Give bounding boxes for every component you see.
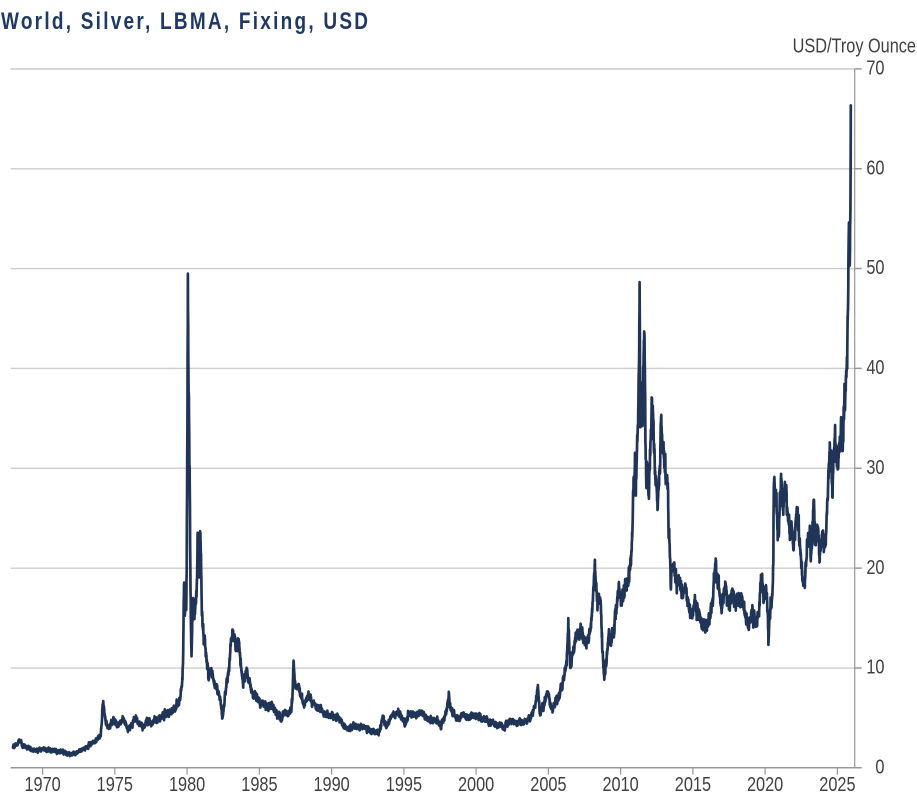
svg-text:40: 40 (866, 355, 884, 378)
svg-text:70: 70 (866, 56, 884, 79)
svg-text:0: 0 (875, 755, 884, 778)
svg-text:60: 60 (866, 156, 884, 179)
svg-text:2000: 2000 (458, 772, 494, 795)
svg-text:2010: 2010 (602, 772, 638, 795)
svg-text:20: 20 (866, 555, 884, 578)
svg-text:2025: 2025 (819, 772, 855, 795)
svg-text:10: 10 (866, 655, 884, 678)
svg-text:1985: 1985 (241, 772, 277, 795)
svg-text:50: 50 (866, 255, 884, 278)
svg-text:1975: 1975 (97, 772, 133, 795)
svg-text:2020: 2020 (747, 772, 783, 795)
svg-text:1980: 1980 (169, 772, 205, 795)
svg-text:30: 30 (866, 455, 884, 478)
svg-text:2005: 2005 (530, 772, 566, 795)
svg-text:USD/Troy Ounce: USD/Troy Ounce (793, 34, 916, 57)
svg-text:1990: 1990 (313, 772, 349, 795)
svg-text:1970: 1970 (24, 772, 60, 795)
svg-text:World, Silver, LBMA, Fixing, U: World, Silver, LBMA, Fixing, USD (1, 8, 370, 35)
svg-text:1995: 1995 (386, 772, 422, 795)
svg-text:2015: 2015 (675, 772, 711, 795)
